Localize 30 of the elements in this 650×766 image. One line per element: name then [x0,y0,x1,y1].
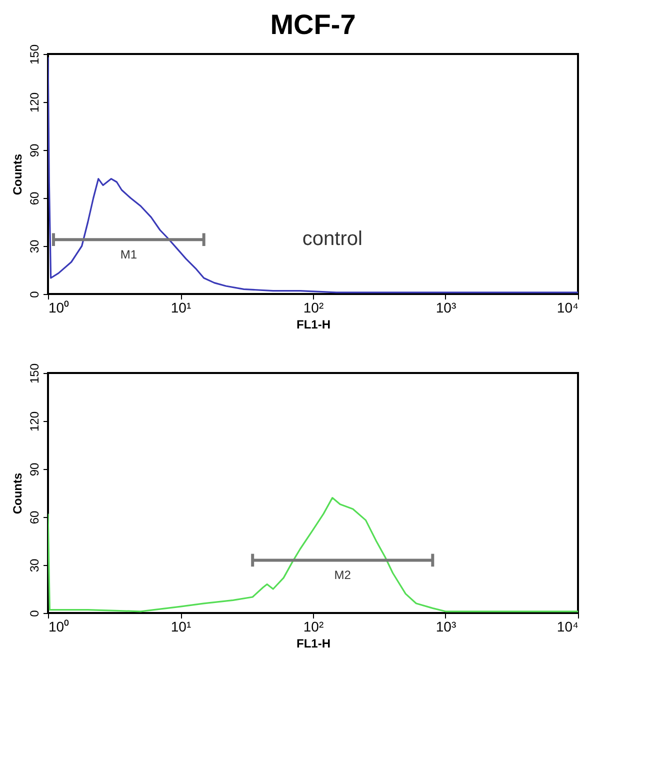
text: control [302,228,362,250]
x-tick-label: 10³ [436,618,456,634]
x-tick-label: 10⁰ [48,618,70,634]
x-tick-label: 10⁰ [48,300,70,316]
chart-title: MCF-7 [270,8,356,40]
x-tick-label: 10¹ [170,618,192,634]
x-tick-label: 10² [303,618,324,634]
x-tick-label: 10⁴ [556,300,578,316]
y-axis-title: Counts [10,154,24,196]
y-tick-label: 30 [28,240,42,254]
y-tick-label: 30 [28,558,42,572]
y-axis-title: Counts [10,472,24,514]
x-tick-label: 10³ [436,300,456,316]
x-tick-label: 10⁴ [556,618,578,634]
y-tick-label: 60 [28,510,42,524]
x-axis-title: FL1-H [296,318,330,332]
y-tick-label: 150 [28,44,42,65]
x-tick-label: 10¹ [170,300,192,316]
y-tick-label: 120 [28,92,42,113]
y-tick-label: 0 [28,290,42,298]
y-tick-label: 90 [28,462,42,476]
y-tick-label: 150 [28,363,42,384]
x-axis-title: FL1-H [296,636,330,650]
y-tick-label: 90 [28,144,42,158]
y-tick-label: 0 [28,610,42,617]
series-label: M2 [334,568,352,582]
y-tick-label: 120 [28,411,42,432]
y-tick-label: 60 [28,192,42,206]
x-tick-label: 10² [303,300,324,316]
series-label: M1 [120,248,138,262]
